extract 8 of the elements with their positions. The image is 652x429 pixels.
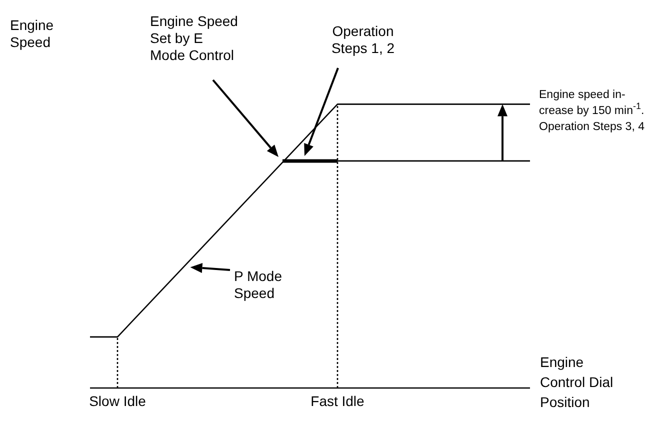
y-axis-title: Engine Speed [10, 17, 54, 50]
x-axis-title: Engine Control Dial Position [540, 354, 614, 410]
text: Engine Speed Set by E Mode Control [150, 13, 238, 63]
text: Engine speed in- crease by 150 min$^{-1}$. Operation Steps 3, 4 [539, 89, 646, 133]
annotation: P Mode Speed [234, 268, 282, 301]
x-tick-label: Fast Idle [310, 392, 365, 409]
x-tick-label: Slow Idle [89, 392, 146, 409]
text: Operation Steps 1, 2 [331, 23, 395, 56]
